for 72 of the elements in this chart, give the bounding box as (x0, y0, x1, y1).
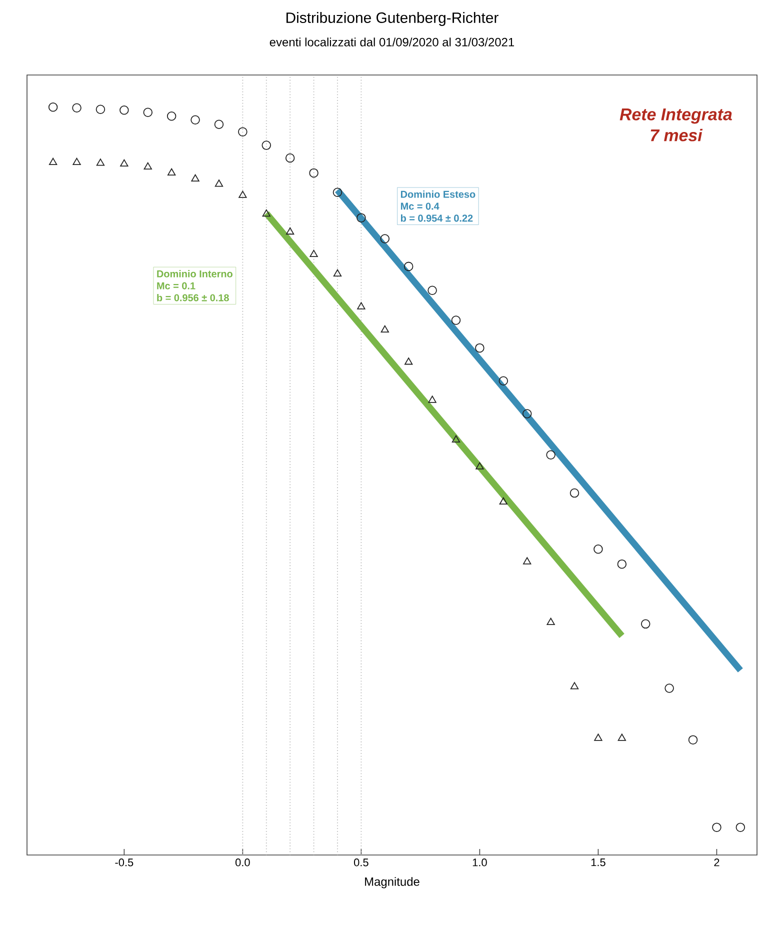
point (380, 234, 390, 244)
point (49, 158, 58, 166)
x-tick-label: 0.5 (354, 858, 368, 866)
point (120, 106, 129, 115)
x-tick-label: 1.5 (591, 858, 606, 866)
point (523, 557, 532, 564)
point (404, 358, 413, 365)
point (380, 325, 389, 333)
point (191, 174, 200, 182)
point (594, 544, 603, 554)
point (452, 435, 460, 442)
point (262, 209, 270, 217)
point (333, 269, 342, 276)
point (143, 108, 153, 118)
x-tick-label: -0.5 (115, 858, 134, 866)
x-tick-label: 0.0 (235, 858, 250, 866)
point (664, 684, 674, 693)
chart-title: Distribuzione Gutenberg-Richter (286, 12, 498, 26)
point (356, 213, 366, 222)
text: Dominio Esteso (400, 190, 476, 198)
point (712, 822, 722, 832)
text: Dominio Interno (157, 270, 232, 278)
point (144, 162, 152, 170)
point (404, 262, 414, 272)
point (498, 376, 508, 386)
point (309, 168, 318, 178)
point (96, 158, 105, 166)
point (357, 302, 366, 310)
point (499, 497, 508, 505)
annotation: Mc = 0.1 (157, 282, 196, 290)
point (546, 450, 556, 460)
point (476, 462, 484, 470)
point (428, 396, 436, 403)
point (190, 115, 200, 124)
annotation: b = 0.954 ± 0.22 (400, 214, 473, 222)
point (617, 559, 627, 569)
point (640, 619, 650, 629)
point (72, 158, 81, 166)
point (475, 343, 484, 353)
point (332, 188, 342, 198)
annotation: b = 0.956 ± 0.18 (157, 294, 229, 302)
point (96, 104, 106, 114)
x-tick-label: 2 (714, 858, 720, 866)
annotation: Rete Integrata (620, 108, 732, 124)
point (736, 822, 746, 832)
point (688, 735, 698, 744)
point (594, 734, 602, 741)
point (285, 153, 295, 163)
point (310, 250, 318, 258)
point (522, 409, 532, 418)
point (120, 159, 128, 167)
point (618, 734, 626, 741)
point (428, 286, 437, 296)
point (214, 180, 224, 187)
point (214, 120, 224, 129)
point (168, 168, 176, 176)
point (570, 682, 579, 690)
point (48, 102, 58, 112)
chart-subtitle: eventi localizzati dal 01/09/2020 al 31/03/2021 (270, 38, 514, 46)
point (546, 618, 555, 625)
point (286, 227, 294, 235)
point (238, 127, 248, 136)
point (166, 111, 176, 121)
annotation: Mc = 0.4 (400, 202, 440, 210)
point (262, 140, 272, 150)
point (451, 316, 461, 325)
x-tick-label: 1.0 (472, 858, 487, 866)
point (238, 190, 247, 198)
point (72, 103, 82, 113)
x-axis-title: Magnitude (365, 877, 420, 888)
point (570, 488, 580, 498)
annotation: 7 mesi (650, 128, 703, 142)
